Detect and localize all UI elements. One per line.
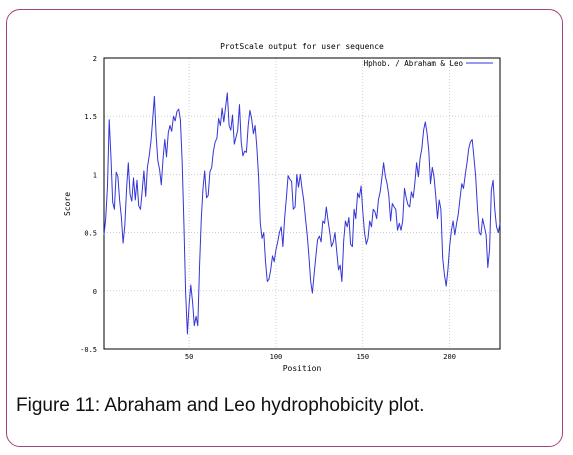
y-tick-label: 1 bbox=[93, 171, 97, 179]
x-axis-label: Position bbox=[283, 364, 322, 373]
y-axis-label: Score bbox=[63, 192, 72, 216]
protscale-chart: ProtScale output for user sequence -0.5 0… bbox=[63, 42, 501, 373]
plot-frame bbox=[103, 57, 501, 350]
x-tick-label: 200 bbox=[443, 353, 456, 361]
y-tick-label: -0.5 bbox=[80, 346, 97, 354]
y-tick-label: 0 bbox=[93, 288, 97, 296]
y-tick-label: 1.5 bbox=[84, 113, 97, 121]
x-axis-ticks: 50 100 150 200 bbox=[185, 353, 456, 361]
legend-label: Hphob. / Abraham & Leo bbox=[364, 59, 464, 68]
x-tick-label: 100 bbox=[270, 353, 283, 361]
y-tick-label: 0.5 bbox=[84, 230, 97, 238]
y-tick-label: 2 bbox=[93, 55, 97, 63]
y-axis-ticks: -0.5 0 0.5 1 1.5 2 bbox=[80, 55, 97, 354]
x-tick-label: 50 bbox=[185, 353, 193, 361]
hydrophobicity-series-line bbox=[103, 92, 501, 335]
chart-title: ProtScale output for user sequence bbox=[220, 42, 384, 51]
figure-caption: Figure 11: Abraham and Leo hydrophobicit… bbox=[16, 395, 425, 416]
legend: Hphob. / Abraham & Leo bbox=[364, 59, 493, 68]
x-tick-label: 150 bbox=[356, 353, 369, 361]
grid-lines bbox=[104, 58, 500, 349]
